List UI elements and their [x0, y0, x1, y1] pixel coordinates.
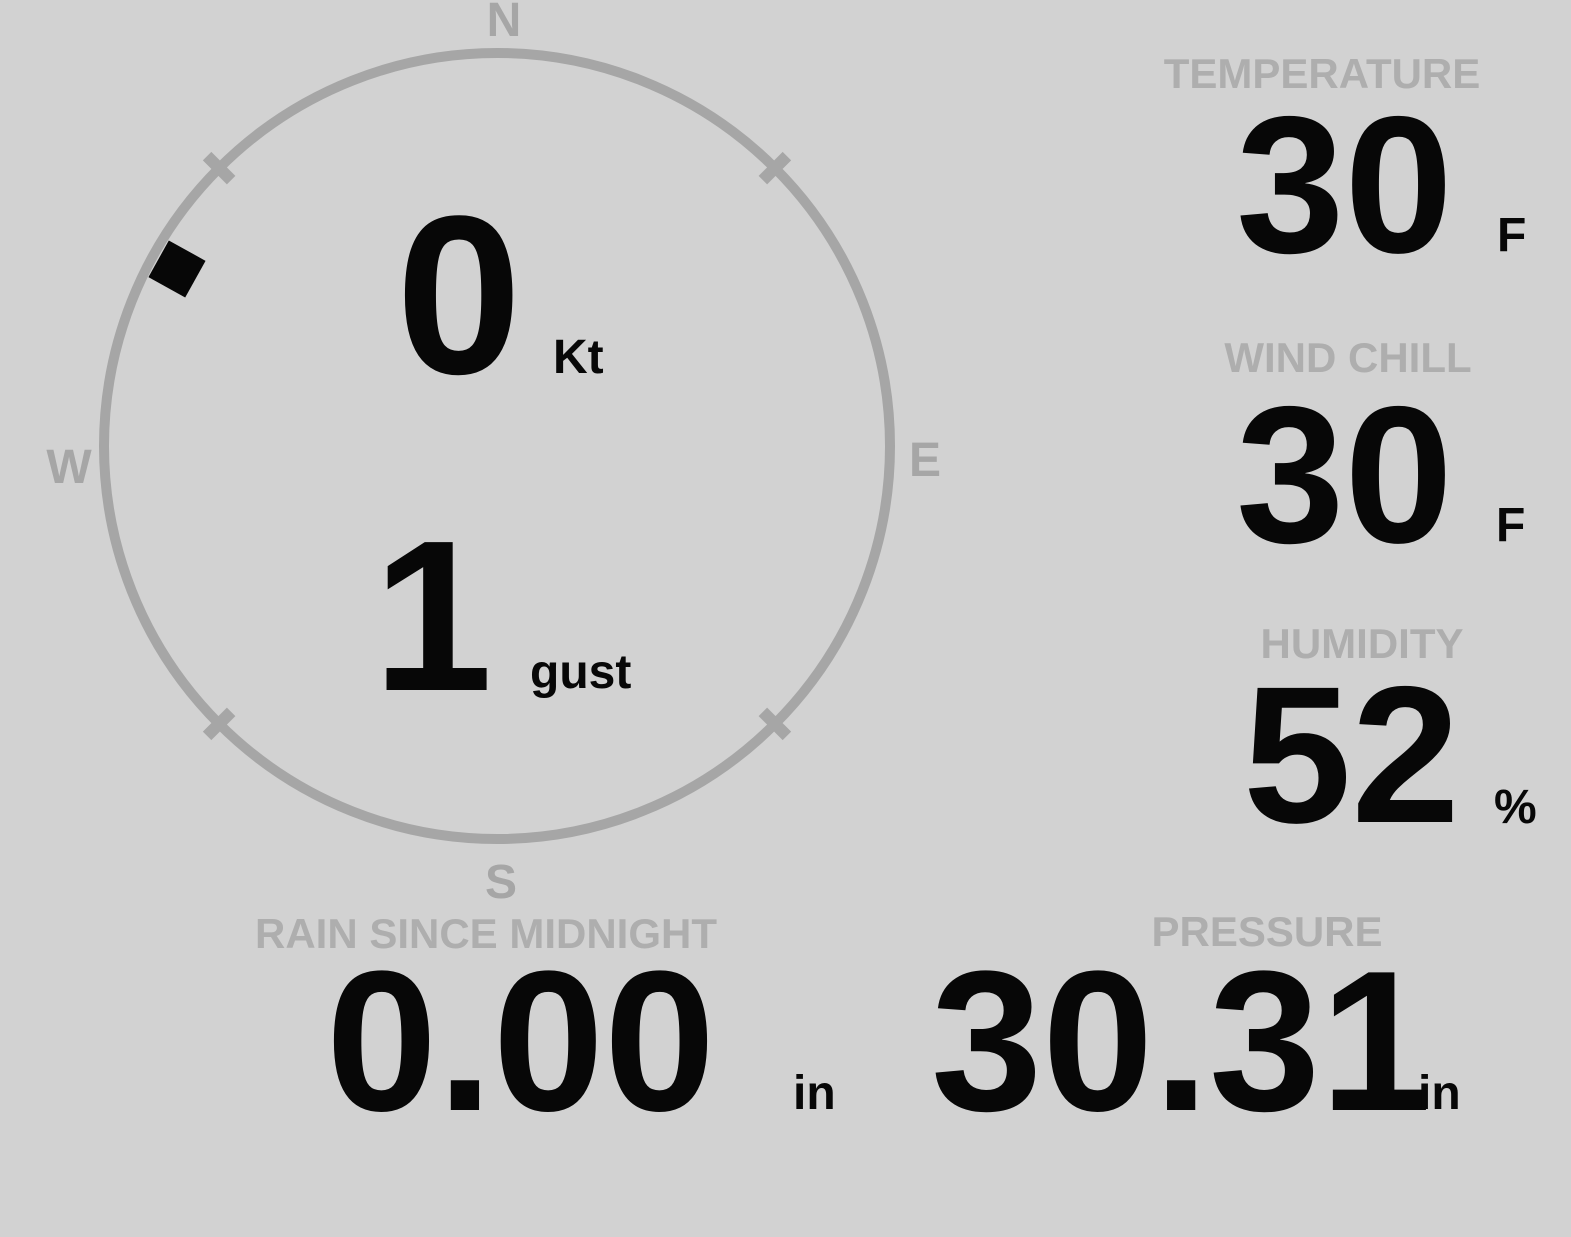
wind-gust-label: gust [530, 646, 632, 699]
compass-ring [99, 48, 895, 844]
cardinal-east-label: E [908, 434, 941, 487]
cardinal-south-label: S [484, 856, 517, 909]
pressure-label: PRESSURE [1151, 908, 1383, 955]
humidity-unit: % [1494, 781, 1537, 834]
cardinal-west-label: W [46, 441, 92, 494]
wind-speed-value: 0 [396, 168, 522, 421]
humidity-value: 52 [1243, 646, 1460, 864]
temperature-label: TEMPERATURE [1163, 50, 1481, 97]
humidity-label: HUMIDITY [1260, 620, 1464, 667]
rain-since-midnight-unit: in [793, 1067, 836, 1120]
wind-chill-label: WIND CHILL [1224, 334, 1472, 381]
wind-chill-value: 30 [1236, 366, 1453, 584]
pressure-unit: in [1418, 1067, 1461, 1120]
rain-since-midnight-value: 0.00 [326, 930, 716, 1153]
temperature-unit: F [1497, 209, 1527, 262]
wind-chill-unit: F [1496, 499, 1526, 552]
cardinal-north-label: N [486, 0, 522, 47]
wind-gust-value: 1 [373, 495, 493, 736]
rain-since-midnight-label: RAIN SINCE MIDNIGHT [255, 910, 717, 957]
wind-speed-unit: Kt [553, 331, 604, 384]
temperature-value: 30 [1236, 76, 1453, 294]
pressure-value: 30.31 [931, 930, 1432, 1153]
